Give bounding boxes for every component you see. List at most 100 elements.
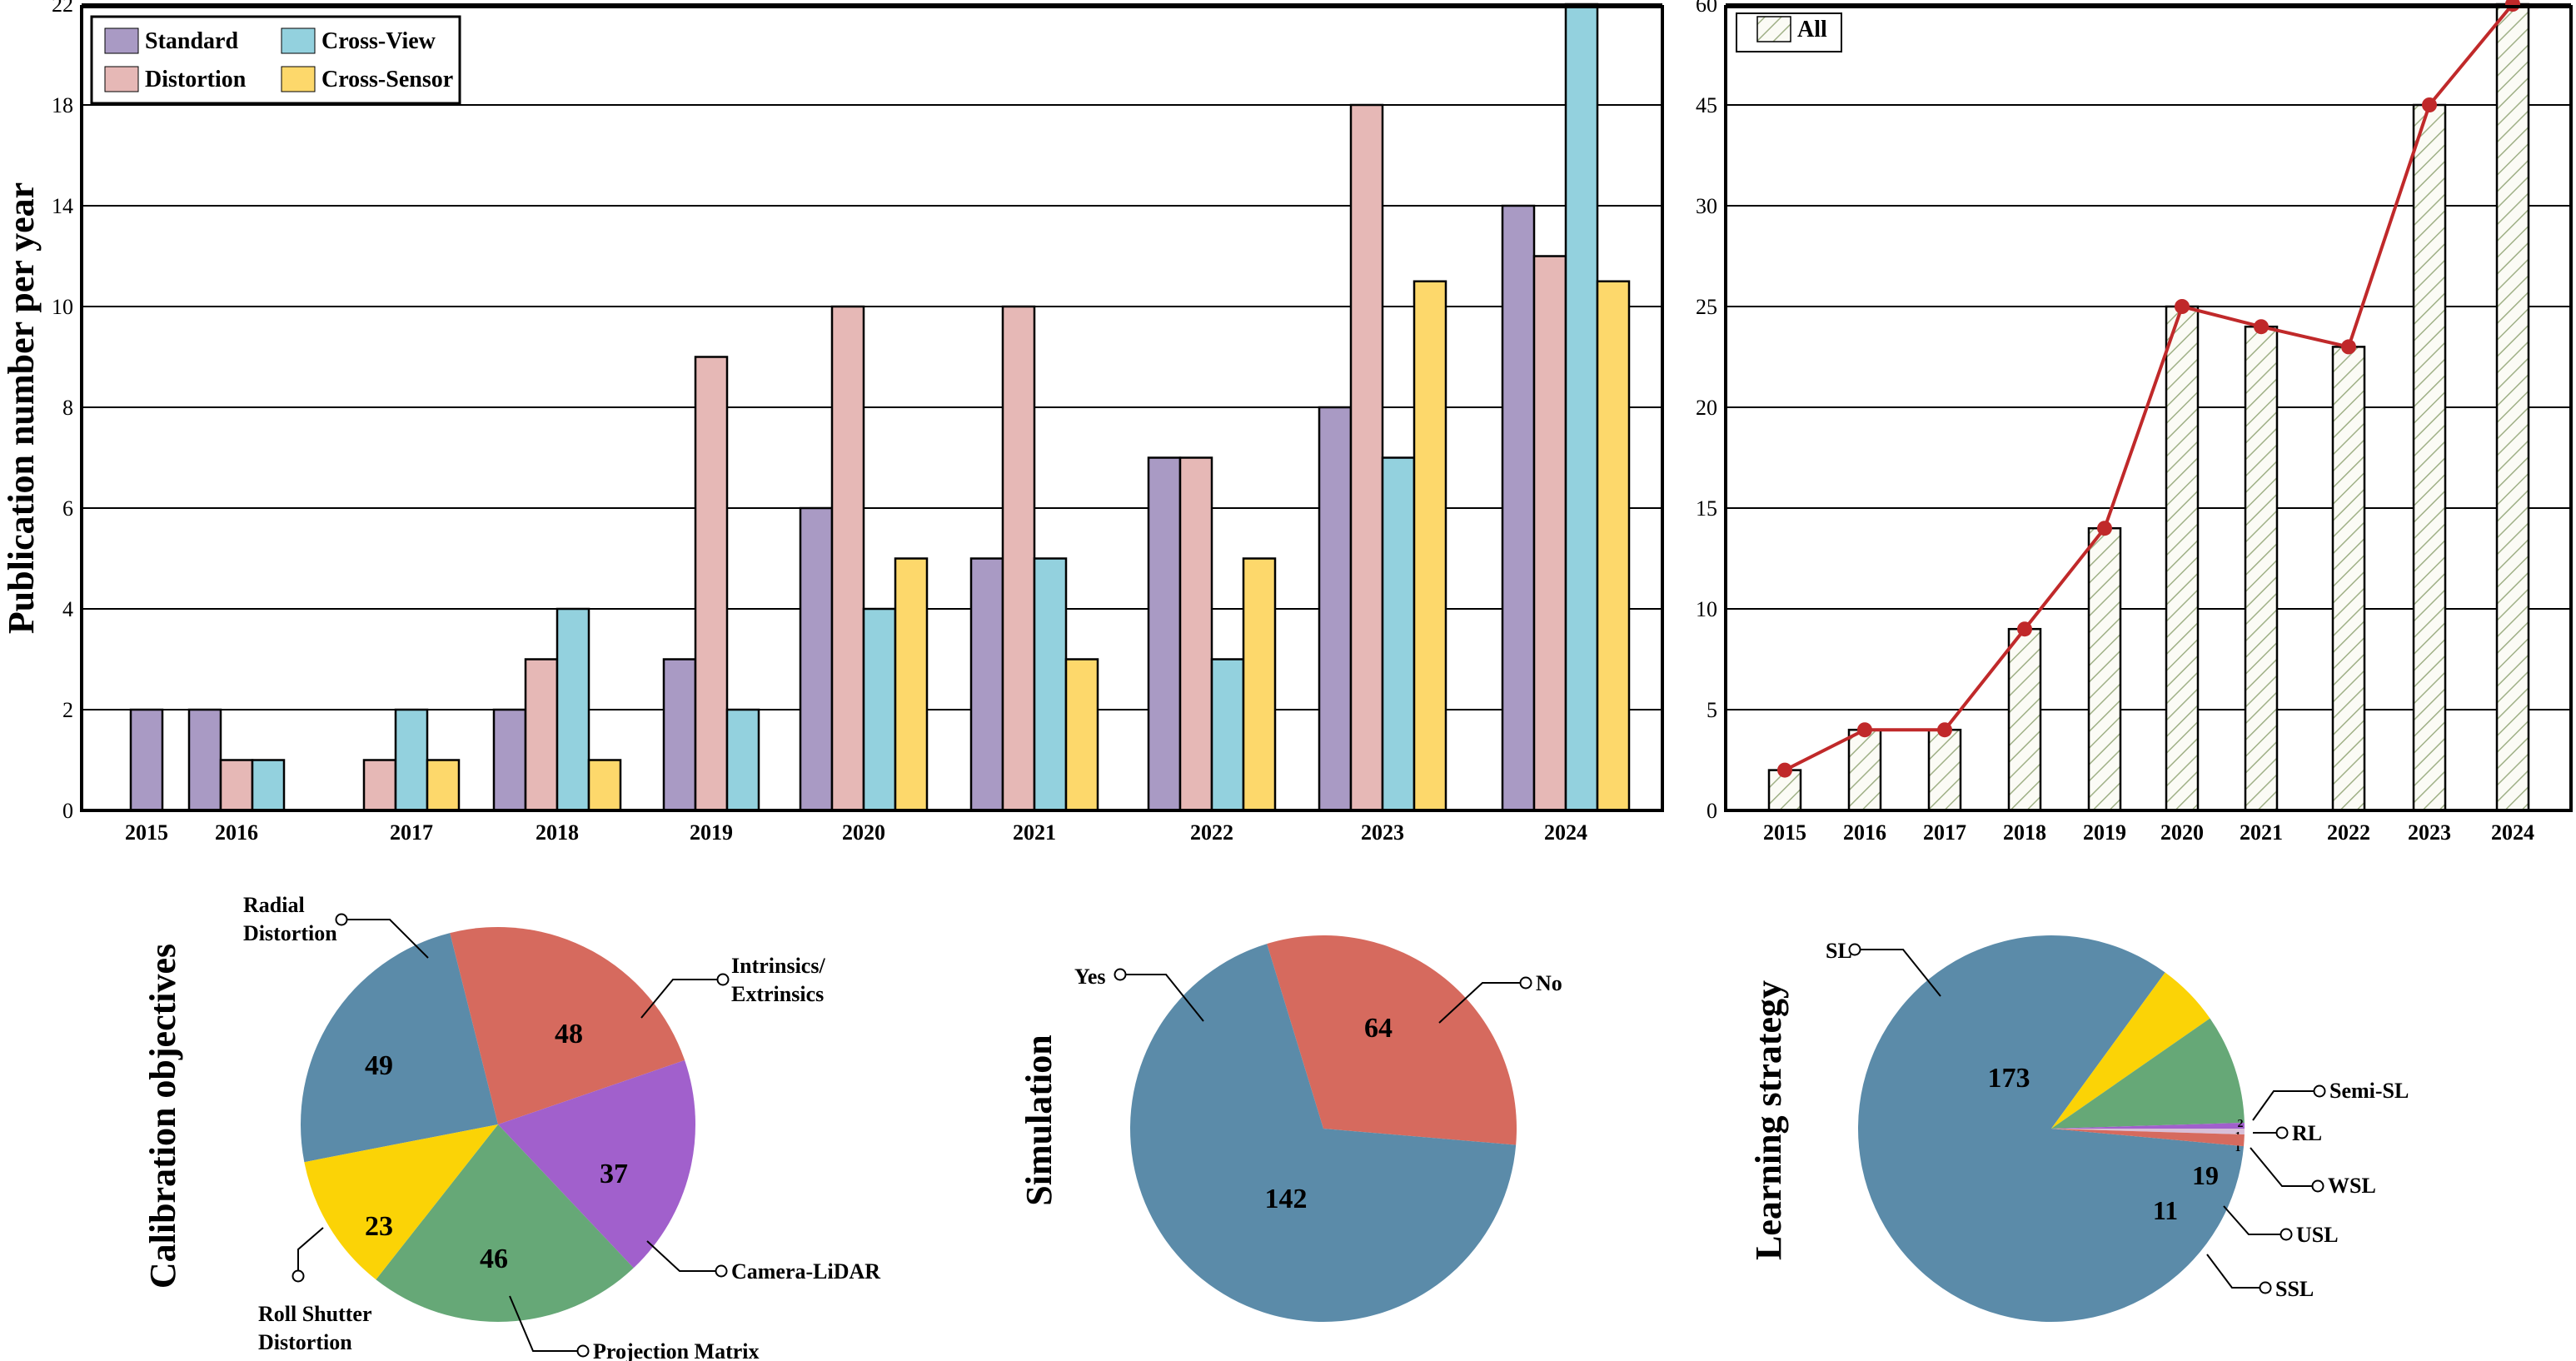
bar-cross-view-2019 [725,708,760,812]
x-tick-label: 2022 [1190,820,1233,845]
bar-standard-2015 [129,708,164,812]
bar-distortion-2020 [830,305,865,812]
y-tick-label: 6 [62,496,73,521]
bar-cross-sensor-2024 [1596,280,1631,812]
bar-distortion-2016 [219,759,254,812]
pie-axis-label: Calibration objectives [142,944,183,1289]
bar-cross-sensor-2017 [426,759,461,812]
legend-swatch [104,66,139,92]
leader-dot [716,973,730,986]
slice-category-label: Distortion [243,921,337,945]
x-tick-label: 2016 [215,820,258,845]
bar-all-2024 [2495,2,2530,812]
bar-distortion-2018 [524,658,559,812]
bar-cross-view-2017 [394,708,429,812]
y-tick-label: 5 [1707,698,1717,722]
pie-axis-label: Simulation [1019,1034,1059,1205]
leader-line [1120,974,1204,1022]
y-tick-label: 22 [52,0,73,17]
bar-standard-2016 [187,708,222,812]
slice-value-label: 64 [1364,1013,1393,1044]
slice-value-label: 46 [480,1244,508,1274]
trend-point [1777,762,1792,778]
bar-standard-2021 [969,557,1004,812]
leader-line [646,1240,721,1272]
trend-point [2422,97,2437,112]
x-tick-label: 2019 [2083,820,2126,845]
y-tick-label: 14 [52,194,73,218]
leader-dot [1848,943,1861,956]
legend-swatch [281,66,316,92]
y-tick-label: 0 [62,799,73,823]
bar-cross-view-2016 [251,759,286,812]
x-tick-label: 2018 [2003,820,2046,845]
pie-axis-label: Learning strategy [1748,980,1789,1260]
x-tick-labels: 2015 2016 2017 2018 2019 2020 2021 2022 2023 2024 [1763,820,2534,845]
x-tick-label: 2015 [1763,820,1806,845]
y-tick-label: 4 [62,597,73,621]
leader-dot [576,1344,590,1358]
bar-marks [1767,2,2530,812]
trend-point [1857,722,1872,738]
pie-slice-yes [1130,944,1517,1322]
bar-cross-sensor-2021 [1064,658,1099,812]
legend: All [1736,12,1842,52]
y-tick-label: 18 [52,93,73,117]
bar-distortion-2019 [694,356,729,812]
pie-slice-wsl [2051,1122,2245,1129]
x-tick-labels: 2015 2016 2017 2018 2019 2020 2021 2022 2023 2024 [125,820,1587,845]
bar-cross-view-2018 [556,607,590,812]
y-axis-label: Publication number per year [1,182,42,634]
bar-all-2021 [2244,325,2279,812]
leader-dot [715,1264,728,1278]
leader-line [341,919,429,959]
bar-standard-2022 [1147,456,1182,812]
x-tick-label: 2022 [2327,820,2370,845]
total-bar-line-chart: 0 5 10 15 20 25 30 45 60 2015 2016 2017 2018 2019 202… [1696,0,2573,845]
slice-category-label: Roll Shutter [258,1302,372,1326]
y-tick-label: 8 [62,396,73,420]
x-tick-label: 2023 [1361,820,1404,845]
legend-box [90,15,461,105]
trend-point [2017,621,2032,637]
y-tick-label: 15 [1696,496,1717,521]
bar-distortion-2022 [1178,456,1213,812]
bar-standard-2018 [492,708,527,812]
legend-label: Cross-Sensor [321,67,453,92]
plot-frame [80,5,1664,812]
leader-line [2206,1254,2265,1289]
leader-dot [2275,1126,2289,1139]
slice-category-label: Radial [243,893,305,917]
y-tick-label: 2 [62,698,73,722]
slice-category-label: Yes [1074,965,1106,989]
leader-line [2250,1147,2318,1187]
y-tick-label: 20 [1696,396,1717,420]
bar-all-2022 [2331,346,2366,812]
leader-line [509,1295,583,1352]
slice-category-label: Projection Matrix [593,1339,760,1361]
slice-category-label: Camera-LiDAR [731,1259,880,1284]
slice-category-label: Intrinsics/ [731,954,825,978]
bar-all-2017 [1927,728,1962,812]
y-tick-label: 60 [1696,0,1717,17]
bar-distortion-2017 [362,759,397,812]
bar-standard-2023 [1318,406,1353,812]
pie-slice-sl [1857,935,2245,1323]
slice-category-label: RL [2292,1121,2322,1145]
leader-dot [2313,1084,2326,1098]
bar-cross-sensor-2018 [587,759,622,812]
y-tick-label: 30 [1696,194,1717,218]
grid-lines [82,3,1662,710]
legend-swatch [104,27,139,54]
slice-category-label: SSL [2275,1277,2314,1301]
x-tick-label: 2023 [2408,820,2451,845]
slice-category-label: No [1536,971,1562,995]
x-tick-label: 2019 [690,820,733,845]
pie-slice-intrinsics-extrinsics [450,926,685,1124]
pie-slice-roll-shutter-distortion [304,1124,498,1280]
bar-cross-view-2020 [862,607,897,812]
leader-line [640,979,723,1019]
bar-all-2019 [2087,526,2122,812]
slice-value-label: 142 [1265,1184,1308,1214]
